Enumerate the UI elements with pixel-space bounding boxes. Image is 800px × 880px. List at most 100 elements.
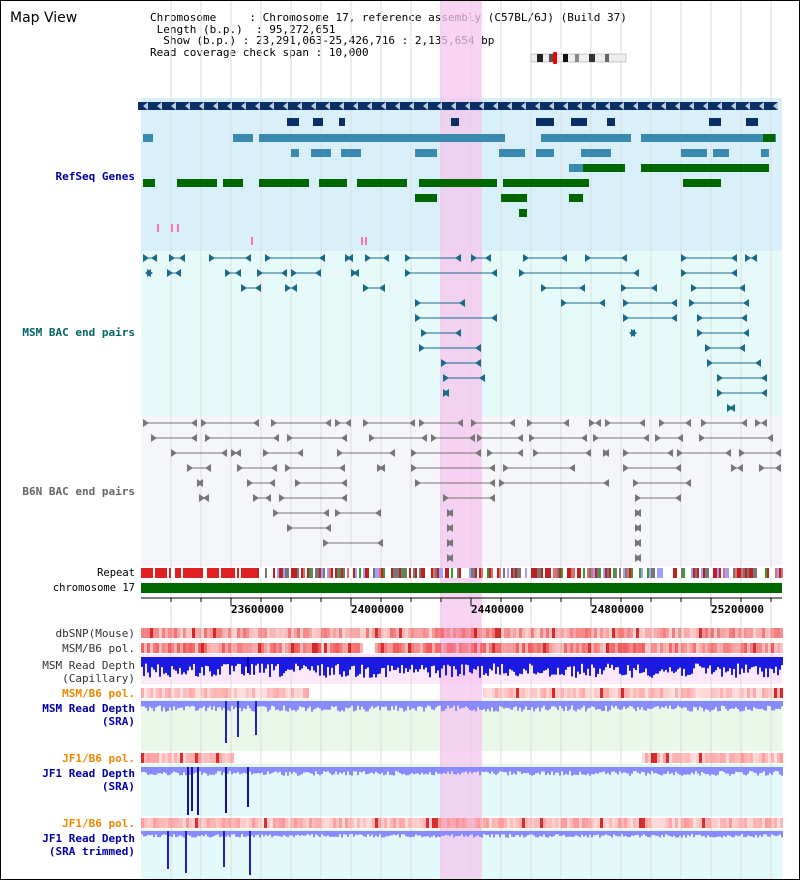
polymorphism-cell [735, 753, 738, 763]
polymorphism-cell [414, 628, 417, 638]
polymorphism-cell [189, 818, 192, 828]
read-depth-bar [569, 657, 571, 667]
repeat-element [721, 568, 723, 578]
bac-end-marker [285, 284, 291, 292]
polymorphism-cell [411, 643, 414, 653]
polymorphism-cell [639, 688, 642, 698]
read-depth-bar [141, 657, 143, 667]
read-depth-bar [393, 657, 395, 671]
polymorphism-cell [651, 818, 654, 828]
read-depth-bar [261, 831, 263, 835]
polymorphism-cell [438, 818, 441, 828]
polymorphism-cell [243, 628, 246, 638]
read-depth-bar [205, 657, 207, 666]
read-depth-bar [183, 657, 185, 673]
polymorphism-cell [246, 628, 249, 638]
read-depth-bar [769, 767, 771, 774]
read-depth-bar [231, 831, 233, 835]
read-depth-bar [265, 657, 267, 669]
polymorphism-cell [486, 643, 489, 653]
read-depth-bar [293, 767, 295, 772]
polymorphism-cell [267, 688, 270, 698]
read-depth-bar [523, 831, 525, 838]
repeat-element [463, 568, 465, 578]
read-depth-bar [679, 831, 681, 836]
repeat-element [749, 568, 751, 578]
repeat-element [393, 568, 395, 578]
polymorphism-cell [462, 818, 465, 828]
read-depth-bar [237, 701, 239, 737]
read-depth-bar [165, 701, 167, 712]
polymorphism-cell [624, 628, 627, 638]
bac-end-marker [603, 479, 609, 487]
read-depth-bar [141, 767, 143, 773]
msm-pol-sra-label: MSM/B6 pol. [62, 687, 135, 700]
polymorphism-cell [357, 818, 360, 828]
read-depth-bar [691, 831, 693, 835]
bac-end-marker [457, 419, 463, 427]
gene-block [415, 194, 437, 202]
repeat-element [603, 568, 605, 578]
read-depth-bar [321, 831, 323, 835]
read-depth-bar [441, 657, 443, 669]
read-depth-bar [475, 831, 477, 837]
read-depth-bar [497, 767, 499, 774]
read-depth-bar [151, 831, 153, 835]
read-depth-bar [469, 657, 471, 673]
polymorphism-cell [351, 818, 354, 828]
read-depth-bar [575, 831, 577, 836]
read-depth-bar [769, 701, 771, 707]
read-depth-bar [523, 767, 525, 773]
read-depth-bar [617, 701, 619, 709]
read-depth-bar [421, 657, 423, 666]
read-depth-bar [265, 701, 267, 708]
read-depth-bar [455, 767, 457, 775]
polymorphism-cell [423, 818, 426, 828]
read-depth-bar [641, 767, 643, 772]
bac-end-marker [459, 299, 465, 307]
repeat-element [661, 568, 663, 578]
read-depth-bar [567, 657, 569, 667]
read-depth-bar [673, 657, 675, 674]
polymorphism-cell [762, 688, 765, 698]
refseq-track-label[interactable]: RefSeq Genes [55, 170, 135, 183]
polymorphism-cell [426, 643, 429, 653]
b6n-bac-track-label[interactable]: B6N BAC end pairs [22, 485, 135, 498]
jf1-pol-trim-label: JF1/B6 pol. [62, 817, 135, 830]
polymorphism-cell [717, 643, 720, 653]
polymorphism-cell [651, 753, 654, 763]
polymorphism-cell [183, 643, 186, 653]
read-depth-bar [209, 657, 211, 672]
polymorphism-cell [579, 628, 582, 638]
read-depth-bar [607, 767, 609, 773]
gene-block [233, 134, 253, 142]
read-depth-bar [595, 831, 597, 836]
repeat-element [443, 568, 445, 578]
polymorphism-cell [570, 818, 573, 828]
read-depth-bar [253, 767, 255, 774]
bac-end-marker [475, 449, 481, 457]
polymorphism-cell [141, 753, 144, 763]
gene-strand-arrow [619, 102, 624, 110]
read-depth-bar [745, 657, 747, 665]
repeat-element [781, 568, 783, 578]
repeat-element [581, 568, 583, 578]
read-depth-bar [599, 831, 601, 838]
bac-end-marker [775, 464, 781, 472]
polymorphism-cell [711, 628, 714, 638]
read-depth-bar [329, 831, 331, 837]
polymorphism-cell [543, 818, 546, 828]
msm-bac-track-label[interactable]: MSM BAC end pairs [22, 326, 135, 339]
read-depth-bar [257, 701, 259, 707]
read-depth-bar [661, 831, 663, 835]
read-depth-bar [627, 701, 629, 708]
repeat-element [545, 568, 547, 578]
gene-strand-arrow [577, 102, 582, 110]
polymorphism-cell [714, 628, 717, 638]
bac-end-marker [323, 539, 329, 547]
polymorphism-cell [687, 643, 690, 653]
bac-end-marker [143, 419, 149, 427]
read-depth-bar [365, 767, 367, 775]
gene-strand-arrow [493, 102, 498, 110]
